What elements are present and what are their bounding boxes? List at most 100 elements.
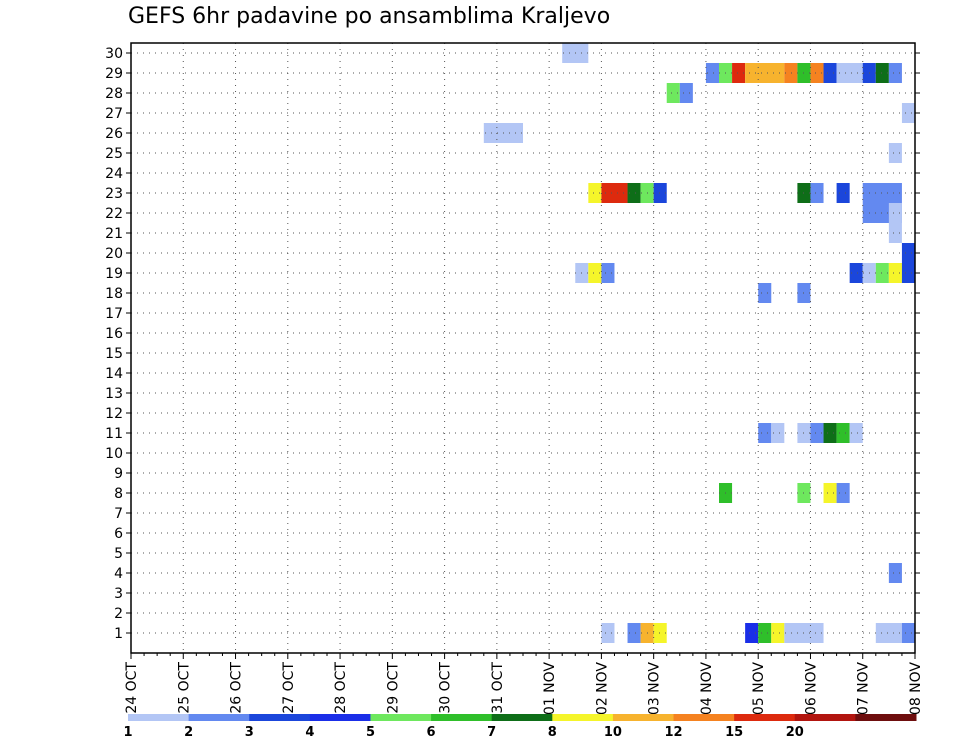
data-cell [666, 83, 680, 103]
y-tick-label: 17 [105, 306, 123, 322]
y-tick-label: 10 [105, 446, 123, 462]
data-cell [901, 103, 915, 123]
legend-label: 5 [366, 725, 375, 740]
x-tick-label: 01 NOV [542, 662, 558, 716]
chart-title: GEFS 6hr padavine po ansamblima Kraljevo [128, 4, 611, 29]
legend-label: 1 [123, 725, 132, 740]
y-tick-label: 15 [105, 346, 123, 362]
data-cell [627, 623, 641, 643]
legend-swatch [673, 714, 735, 721]
legend-label: 6 [427, 725, 436, 740]
data-cell [836, 63, 863, 83]
data-cell [836, 483, 850, 503]
x-tick-label: 27 OCT [281, 662, 297, 714]
data-cell [758, 283, 772, 303]
legend-swatch [855, 714, 917, 721]
legend-label: 7 [487, 725, 496, 740]
legend-swatch [552, 714, 614, 721]
data-cell [705, 63, 719, 83]
legend-label: 8 [548, 725, 557, 740]
data-cell [875, 263, 889, 283]
x-tick-label: 04 NOV [699, 662, 715, 716]
data-cell [745, 623, 759, 643]
legend-swatch [431, 714, 493, 721]
y-tick-label: 4 [114, 566, 123, 582]
legend-swatch [309, 714, 371, 721]
data-cell [758, 423, 772, 443]
x-tick-label: 08 NOV [908, 662, 924, 716]
y-tick-label: 30 [105, 46, 123, 62]
legend-label: 4 [305, 725, 314, 740]
x-tick-label: 24 OCT [124, 662, 140, 714]
x-tick-label: 30 OCT [438, 662, 454, 714]
x-tick-label: 25 OCT [176, 662, 192, 714]
y-tick-label: 11 [105, 426, 123, 442]
x-tick-label: 28 OCT [333, 662, 349, 714]
data-cell [771, 423, 785, 443]
data-cell [732, 63, 746, 83]
data-cell [888, 223, 902, 243]
data-cell [627, 183, 641, 203]
data-cell [901, 263, 915, 283]
data-cell [888, 203, 902, 223]
data-cell [601, 623, 615, 643]
x-tick-label: 03 NOV [647, 662, 663, 716]
legend-swatch [128, 714, 190, 721]
legend-label: 3 [245, 725, 254, 740]
y-tick-label: 6 [114, 526, 123, 542]
x-tick-label: 29 OCT [385, 662, 401, 714]
y-tick-label: 18 [105, 286, 123, 302]
y-tick-label: 29 [105, 66, 123, 82]
y-tick-label: 19 [105, 266, 123, 282]
data-cell [823, 483, 837, 503]
y-tick-label: 23 [105, 186, 123, 202]
legend-swatch [794, 714, 856, 721]
y-tick-label: 27 [105, 106, 123, 122]
data-cell [849, 263, 863, 283]
legend-label: 15 [725, 725, 743, 740]
y-tick-label: 14 [105, 366, 123, 382]
data-cell [823, 423, 837, 443]
data-cell [745, 63, 785, 83]
x-tick-label: 06 NOV [803, 662, 819, 716]
legend-label: 12 [664, 725, 682, 740]
y-tick-label: 9 [114, 466, 123, 482]
legend-label: 2 [184, 725, 193, 740]
x-tick-label: 31 OCT [490, 662, 506, 714]
y-tick-label: 5 [114, 546, 123, 562]
y-tick-label: 25 [105, 146, 123, 162]
data-cell [875, 623, 902, 643]
data-cell [849, 423, 863, 443]
data-cell [823, 63, 837, 83]
y-tick-label: 28 [105, 86, 123, 102]
y-tick-label: 20 [105, 246, 123, 262]
legend-label: 20 [786, 725, 804, 740]
y-tick-label: 22 [105, 206, 123, 222]
data-cell [784, 63, 798, 83]
data-cell [758, 623, 772, 643]
y-tick-label: 21 [105, 226, 123, 242]
data-cell [601, 263, 615, 283]
y-tick-label: 24 [105, 166, 123, 182]
data-cell [601, 183, 628, 203]
data-cell [679, 83, 693, 103]
y-tick-label: 8 [114, 486, 123, 502]
y-tick-label: 13 [105, 386, 123, 402]
data-cell [836, 183, 850, 203]
data-cell [836, 423, 850, 443]
data-cell [653, 183, 667, 203]
data-cell [888, 143, 902, 163]
legend-swatch [370, 714, 432, 721]
x-tick-label: 07 NOV [856, 662, 872, 716]
data-cell [810, 63, 824, 83]
x-tick-label: 05 NOV [751, 662, 767, 716]
plot-area [131, 43, 915, 653]
y-tick-label: 1 [114, 626, 123, 642]
y-tick-label: 3 [114, 586, 123, 602]
y-tick-label: 12 [105, 406, 123, 422]
data-cell [653, 623, 667, 643]
data-cell [888, 263, 902, 283]
data-cell [810, 183, 824, 203]
legend-swatch [612, 714, 675, 721]
